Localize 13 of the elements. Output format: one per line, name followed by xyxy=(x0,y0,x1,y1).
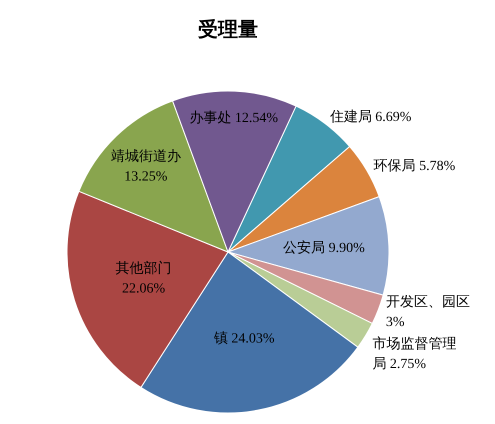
slice-label: 靖城街道办 xyxy=(110,148,181,165)
chart-title: 受理量 xyxy=(198,18,258,42)
slice-label: 市场监督管理局 2.75% xyxy=(372,336,456,372)
slice-label: 镇 24.03% xyxy=(212,330,275,347)
data-label: 13.25% xyxy=(124,170,168,185)
slice-label: 办事处 12.54% xyxy=(189,110,278,126)
slice-label: 其他部门 xyxy=(116,260,172,276)
data-label: 22.06% xyxy=(122,281,166,296)
slice-label: 开发区、园区 xyxy=(386,294,470,310)
slice-label: 住建局 6.69% xyxy=(328,108,412,125)
slice-label: 环保局 5.78% xyxy=(374,158,456,174)
data-label: 3% xyxy=(386,315,405,330)
slice-label: 公安局 9.90% xyxy=(283,240,366,256)
